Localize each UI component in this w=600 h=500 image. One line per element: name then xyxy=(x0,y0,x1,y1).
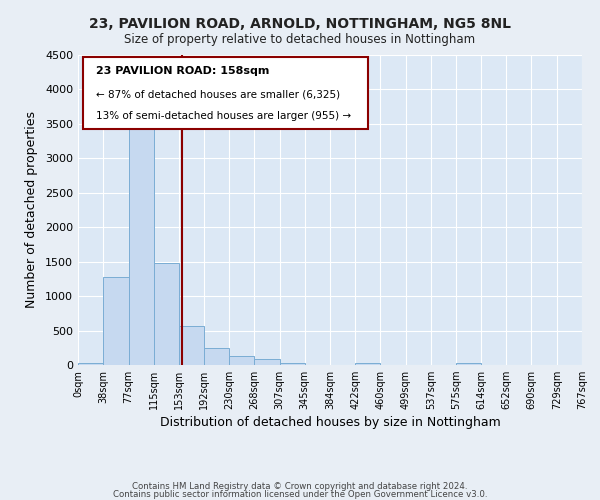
Y-axis label: Number of detached properties: Number of detached properties xyxy=(25,112,38,308)
Bar xyxy=(78,363,103,365)
Bar xyxy=(280,363,305,365)
Bar xyxy=(204,348,229,365)
X-axis label: Distribution of detached houses by size in Nottingham: Distribution of detached houses by size … xyxy=(160,416,500,430)
Bar xyxy=(456,363,481,365)
Bar xyxy=(229,356,254,365)
Text: Contains public sector information licensed under the Open Government Licence v3: Contains public sector information licen… xyxy=(113,490,487,499)
Text: 13% of semi-detached houses are larger (955) →: 13% of semi-detached houses are larger (… xyxy=(95,111,351,121)
Text: 23, PAVILION ROAD, ARNOLD, NOTTINGHAM, NG5 8NL: 23, PAVILION ROAD, ARNOLD, NOTTINGHAM, N… xyxy=(89,18,511,32)
Bar xyxy=(154,263,179,365)
Bar xyxy=(179,326,204,365)
Bar xyxy=(103,277,128,365)
Text: Contains HM Land Registry data © Crown copyright and database right 2024.: Contains HM Land Registry data © Crown c… xyxy=(132,482,468,491)
Text: Size of property relative to detached houses in Nottingham: Size of property relative to detached ho… xyxy=(124,32,476,46)
Text: 23 PAVILION ROAD: 158sqm: 23 PAVILION ROAD: 158sqm xyxy=(95,66,269,76)
Bar xyxy=(128,124,154,365)
FancyBboxPatch shape xyxy=(83,56,368,130)
Bar xyxy=(355,363,380,365)
Text: ← 87% of detached houses are smaller (6,325): ← 87% of detached houses are smaller (6,… xyxy=(95,89,340,99)
Bar xyxy=(254,360,280,365)
